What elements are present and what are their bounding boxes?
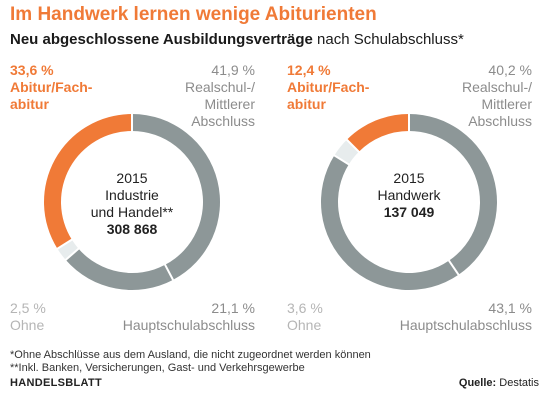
publisher-logo-text: HANDELSBLATT xyxy=(10,377,102,389)
segment-separator xyxy=(64,247,80,262)
label-hauptschule: 21,1 % Hauptschulabschluss xyxy=(123,300,255,334)
label-hauptschule-pct: 21,1 % xyxy=(211,300,255,316)
label-ohne-pct: 3,6 % xyxy=(287,300,323,316)
chart-title: Im Handwerk lernen wenige Abiturienten xyxy=(10,4,377,25)
label-ohne-name: Ohne xyxy=(287,317,322,333)
center-total: 308 868 xyxy=(106,221,158,237)
center-year: 2015 xyxy=(393,170,425,186)
label-abitur-name: Abitur/Fach- abitur xyxy=(287,79,370,112)
label-realschule-name: Realschul-/ Mittlerer Abschluss xyxy=(184,79,255,129)
subtitle-bold: Neu abgeschlossene Ausbildungsverträge xyxy=(10,31,313,48)
segment-separator xyxy=(56,238,74,251)
segment-separator xyxy=(332,153,351,166)
label-hauptschule: 43,1 % Hauptschulabschluss xyxy=(400,300,532,334)
center-year: 2015 xyxy=(116,170,148,186)
label-realschule-name: Realschul-/ Mittlerer Abschluss xyxy=(461,79,532,129)
source-label: Quelle: xyxy=(458,377,497,389)
label-realschule: 40,2 % Realschul-/ Mittlerer Abschluss xyxy=(462,62,532,130)
donut-segment-realschul-mittlerer-abschluss xyxy=(132,114,221,280)
footnote-1: *Ohne Abschlüsse aus dem Ausland, die ni… xyxy=(10,349,371,361)
label-realschule-pct: 40,2 % xyxy=(488,62,532,78)
donut-segment-abitur-fachabitur xyxy=(346,114,409,152)
footnote-2: **Inkl. Banken, Versicherungen, Gast- un… xyxy=(10,362,305,374)
center-group: Handwerk xyxy=(377,187,441,203)
source-credit: Quelle: Destatis xyxy=(459,377,539,389)
donut-center-text: 2015 Industrie und Handel** 308 868 xyxy=(72,170,192,238)
segment-separator xyxy=(447,259,460,277)
label-abitur: 12,4 % Abitur/Fach- abitur xyxy=(287,62,369,113)
segment-separator xyxy=(163,263,175,282)
label-hauptschule-pct: 43,1 % xyxy=(488,300,532,316)
source-value: Destatis xyxy=(496,377,539,389)
chart-subtitle: Neu abgeschlossene Ausbildungsverträge n… xyxy=(10,31,464,48)
donut-center-text: 2015 Handwerk 137 049 xyxy=(349,170,469,221)
label-abitur-pct: 12,4 % xyxy=(287,62,331,78)
label-realschule: 41,9 % Realschul-/ Mittlerer Abschluss xyxy=(185,62,255,130)
donut-segment-ohne xyxy=(57,239,79,260)
label-hauptschule-name: Hauptschulabschluss xyxy=(399,317,532,333)
label-ohne-pct: 2,5 % xyxy=(10,300,46,316)
donut-segment-hauptschulabschluss xyxy=(65,248,174,290)
donut-segment-abitur-fachabitur xyxy=(44,114,132,249)
donut-chart-handwerk xyxy=(320,113,497,291)
label-ohne: 3,6 % Ohne xyxy=(287,300,323,334)
footnotes: *Ohne Abschlüsse aus dem Ausland, die ni… xyxy=(10,349,371,375)
label-ohne: 2,5 % Ohne xyxy=(10,300,46,334)
label-realschule-pct: 41,9 % xyxy=(211,62,255,78)
donut-chart-industrie xyxy=(44,113,221,290)
center-group: Industrie und Handel** xyxy=(90,187,174,220)
label-abitur: 33,6 % Abitur/Fach- abitur xyxy=(10,62,92,113)
label-hauptschule-name: Hauptschulabschluss xyxy=(122,317,255,333)
label-abitur-pct: 33,6 % xyxy=(10,62,54,78)
subtitle-rest: nach Schulabschluss* xyxy=(312,31,464,48)
label-ohne-name: Ohne xyxy=(10,317,45,333)
segment-separator xyxy=(345,138,361,154)
label-abitur-name: Abitur/Fach- abitur xyxy=(10,79,93,112)
donut-panel-industrie: 33,6 % Abitur/Fach- abitur 41,9 % Realsc… xyxy=(10,62,255,344)
center-total: 137 049 xyxy=(383,204,435,220)
donut-segment-realschul-mittlerer-abschluss xyxy=(409,114,497,275)
donut-segment-hauptschulabschluss xyxy=(320,155,459,291)
donut-panel-handwerk: 12,4 % Abitur/Fach- abitur 40,2 % Realsc… xyxy=(287,62,532,344)
